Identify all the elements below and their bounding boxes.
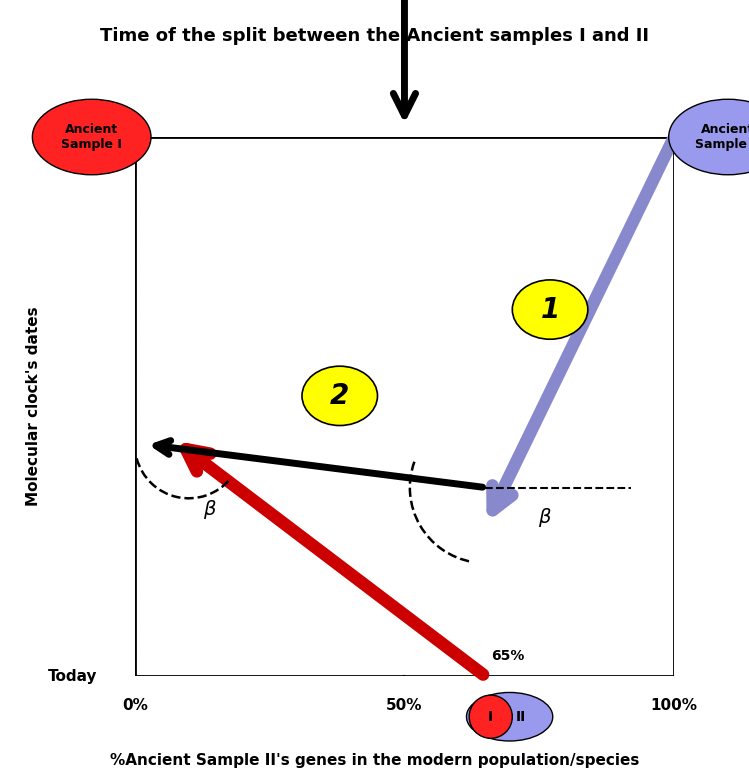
Text: 1: 1	[541, 296, 560, 324]
Ellipse shape	[467, 692, 553, 741]
Text: 50%: 50%	[386, 698, 422, 713]
Text: Molecular clock's dates: Molecular clock's dates	[26, 307, 41, 507]
Text: 65%: 65%	[491, 649, 524, 663]
Text: $\beta$: $\beta$	[538, 506, 551, 529]
Text: Ancient
Sample I: Ancient Sample I	[61, 123, 122, 151]
Text: Time of the split between the Ancient samples I and II: Time of the split between the Ancient sa…	[100, 27, 649, 45]
Text: Today: Today	[48, 669, 97, 683]
Ellipse shape	[512, 280, 588, 339]
Text: 0%: 0%	[122, 698, 148, 713]
Text: II: II	[515, 710, 526, 723]
Ellipse shape	[302, 366, 377, 425]
Text: $\beta$: $\beta$	[204, 497, 217, 521]
Circle shape	[469, 695, 512, 738]
Text: 2: 2	[330, 382, 349, 410]
Text: %Ancient Sample II's genes in the modern population/species: %Ancient Sample II's genes in the modern…	[110, 753, 639, 768]
Ellipse shape	[32, 99, 151, 174]
Text: Ancient
Sample II: Ancient Sample II	[695, 123, 749, 151]
Ellipse shape	[669, 99, 749, 174]
Text: I: I	[488, 710, 494, 723]
Text: Past: Past	[60, 130, 97, 145]
Text: 100%: 100%	[651, 698, 697, 713]
